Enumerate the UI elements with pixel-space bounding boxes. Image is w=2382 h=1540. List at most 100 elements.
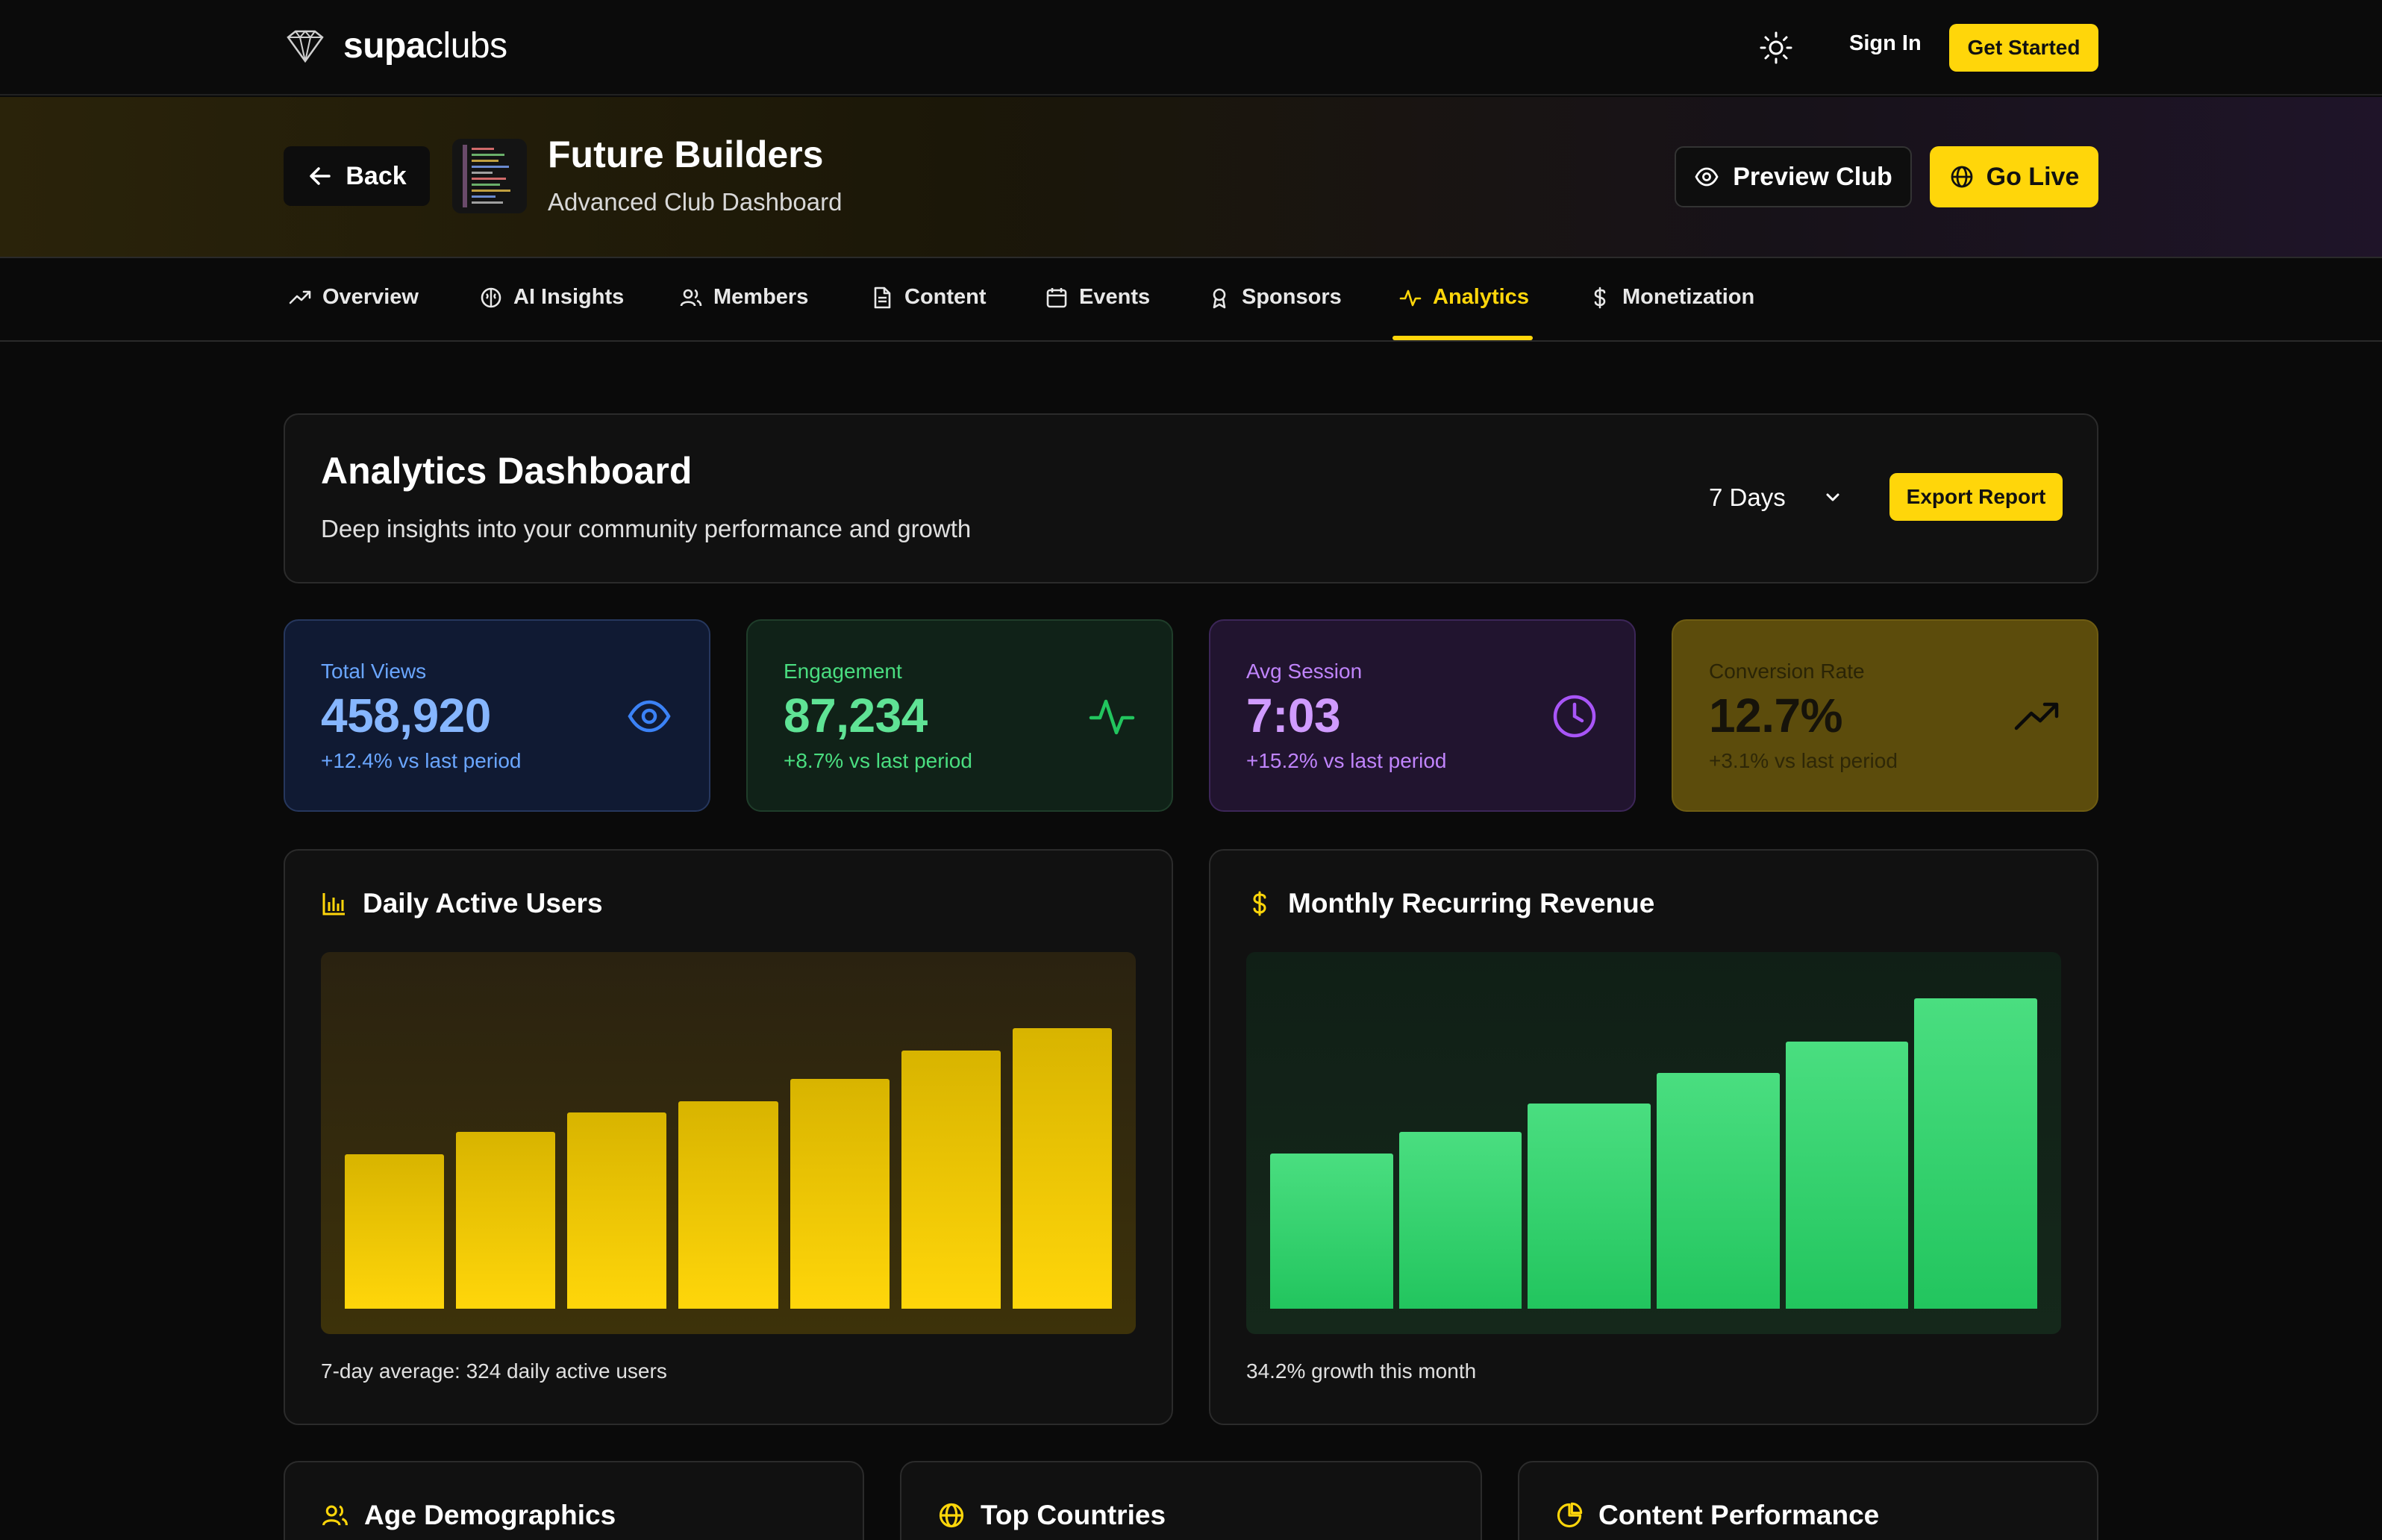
tab-events[interactable]: Events bbox=[1045, 285, 1150, 310]
chart-footnote: 7-day average: 324 daily active users bbox=[321, 1359, 667, 1383]
dau-bar-5[interactable] bbox=[790, 1078, 890, 1309]
eye-icon bbox=[628, 700, 671, 733]
tab-label: Sponsors bbox=[1242, 285, 1342, 309]
club-header: Back Future Builders Advanced Club Dashb… bbox=[0, 97, 2382, 258]
tab-analytics[interactable]: Analytics bbox=[1398, 285, 1529, 310]
panel-title-text: Age Demographics bbox=[364, 1500, 616, 1530]
arrow-left-icon bbox=[310, 167, 331, 185]
tab-label: Content bbox=[904, 285, 987, 309]
stat-card-avg-session: Avg Session 7:03 +15.2% vs last period bbox=[1209, 619, 1636, 812]
tab-label: AI Insights bbox=[513, 285, 625, 309]
dau-bar-3[interactable] bbox=[567, 1112, 667, 1309]
panel-top-countries: Top Countries bbox=[900, 1461, 1482, 1540]
tab-label: Monetization bbox=[1622, 285, 1755, 309]
stat-value: 12.7% bbox=[1709, 689, 1842, 742]
users-icon bbox=[680, 289, 702, 306]
club-title: Future Builders bbox=[548, 134, 824, 175]
sun-icon bbox=[1760, 31, 1792, 64]
mrr-plot-area bbox=[1246, 952, 2061, 1334]
trending-up-icon bbox=[289, 290, 311, 304]
tab-monetization[interactable]: Monetization bbox=[1588, 285, 1754, 310]
bar-chart-icon bbox=[322, 893, 345, 915]
theme-toggle-button[interactable] bbox=[1758, 30, 1794, 66]
panel-title: Age Demographics bbox=[321, 1500, 616, 1531]
dau-bar-1[interactable] bbox=[345, 1154, 445, 1309]
chevron-down-icon bbox=[1826, 493, 1839, 501]
tab-overview[interactable]: Overview bbox=[288, 285, 419, 310]
tab-ai-insights[interactable]: AI Insights bbox=[479, 285, 624, 310]
stat-change: +3.1% vs last period bbox=[1709, 749, 1898, 772]
chart-title-text: Daily Active Users bbox=[363, 888, 603, 918]
brand-logo[interactable]: supaclubs bbox=[284, 25, 507, 66]
stat-value: 458,920 bbox=[321, 689, 491, 742]
file-text-icon bbox=[874, 287, 891, 308]
globe-icon bbox=[939, 1503, 964, 1528]
back-label: Back bbox=[346, 161, 407, 190]
active-tab-indicator bbox=[1392, 336, 1533, 340]
export-report-button[interactable]: Export Report bbox=[1889, 473, 2063, 521]
top-navbar: supaclubs Sign In Get Started bbox=[0, 0, 2382, 96]
activity-icon bbox=[1399, 289, 1422, 306]
panel-title: Top Countries bbox=[937, 1500, 1166, 1531]
preview-club-button[interactable]: Preview Club bbox=[1675, 146, 1912, 207]
stat-change: +15.2% vs last period bbox=[1246, 749, 1447, 772]
back-button[interactable]: Back bbox=[284, 146, 430, 206]
dau-plot-area bbox=[321, 952, 1136, 1334]
eye-icon bbox=[1695, 167, 1719, 187]
chart-monthly-recurring-revenue: Monthly Recurring Revenue 34.2% growth t… bbox=[1209, 849, 2098, 1425]
chart-title-text: Monthly Recurring Revenue bbox=[1288, 888, 1655, 918]
mrr-bar-5[interactable] bbox=[1785, 1042, 1909, 1309]
mrr-bar-2[interactable] bbox=[1398, 1131, 1522, 1309]
clock-icon bbox=[1553, 695, 1596, 738]
dau-bar-2[interactable] bbox=[456, 1132, 556, 1309]
stat-card-engagement: Engagement 87,234 +8.7% vs last period bbox=[746, 619, 1173, 812]
panel-title: Content Performance bbox=[1555, 1500, 1879, 1531]
time-range-select[interactable]: 7 Days bbox=[1709, 483, 1842, 512]
tab-label: Overview bbox=[322, 285, 419, 309]
stat-label: Conversion Rate bbox=[1709, 660, 1865, 683]
tab-label: Members bbox=[713, 285, 809, 309]
users-icon bbox=[322, 1505, 348, 1526]
globe-icon bbox=[1951, 166, 1973, 188]
analytics-header-panel: Analytics Dashboard Deep insights into y… bbox=[284, 413, 2098, 583]
award-icon bbox=[1213, 288, 1226, 308]
chart-footnote: 34.2% growth this month bbox=[1246, 1359, 1477, 1383]
mrr-bar-3[interactable] bbox=[1528, 1104, 1651, 1309]
dau-bar-7[interactable] bbox=[1012, 1028, 1112, 1309]
pie-chart-icon bbox=[1557, 1502, 1583, 1528]
stat-card-conversion-rate: Conversion Rate 12.7% +3.1% vs last peri… bbox=[1672, 619, 2098, 812]
tab-label: Analytics bbox=[1433, 285, 1529, 309]
brand-name: supaclubs bbox=[343, 26, 507, 66]
stat-value: 7:03 bbox=[1246, 689, 1341, 742]
go-live-label: Go Live bbox=[1986, 162, 2080, 191]
chart-daily-active-users: Daily Active Users 7-day average: 324 da… bbox=[284, 849, 1173, 1425]
dashboard-tabs: Overview AI Insights Members Content Eve… bbox=[0, 260, 2382, 342]
dau-bar-4[interactable] bbox=[678, 1101, 778, 1309]
mrr-bar-4[interactable] bbox=[1657, 1072, 1780, 1309]
club-avatar bbox=[452, 139, 527, 213]
preview-label: Preview Club bbox=[1733, 162, 1892, 191]
mrr-bar-6[interactable] bbox=[1914, 998, 2037, 1309]
tab-content[interactable]: Content bbox=[870, 285, 987, 310]
sign-in-link[interactable]: Sign In bbox=[1849, 31, 1922, 55]
trending-up-icon bbox=[2014, 702, 2059, 730]
stat-change: +8.7% vs last period bbox=[784, 749, 972, 772]
panel-content-performance: Content Performance bbox=[1518, 1461, 2098, 1540]
tab-sponsors[interactable]: Sponsors bbox=[1207, 285, 1342, 310]
stat-card-total-views: Total Views 458,920 +12.4% vs last perio… bbox=[284, 619, 710, 812]
chart-title: Monthly Recurring Revenue bbox=[1246, 888, 1654, 919]
tab-label: Events bbox=[1079, 285, 1151, 309]
tab-members[interactable]: Members bbox=[679, 285, 808, 310]
page-title: Analytics Dashboard bbox=[321, 450, 693, 492]
dau-bar-6[interactable] bbox=[901, 1051, 1001, 1309]
dollar-icon bbox=[1253, 891, 1266, 916]
mrr-bar-1[interactable] bbox=[1270, 1154, 1393, 1309]
get-started-button[interactable]: Get Started bbox=[1949, 24, 2098, 72]
brain-icon bbox=[481, 287, 501, 307]
go-live-button[interactable]: Go Live bbox=[1930, 146, 2098, 207]
stat-label: Avg Session bbox=[1246, 660, 1363, 683]
panel-title-text: Top Countries bbox=[981, 1500, 1166, 1530]
club-subtitle: Advanced Club Dashboard bbox=[548, 188, 843, 216]
calendar-icon bbox=[1046, 287, 1067, 307]
